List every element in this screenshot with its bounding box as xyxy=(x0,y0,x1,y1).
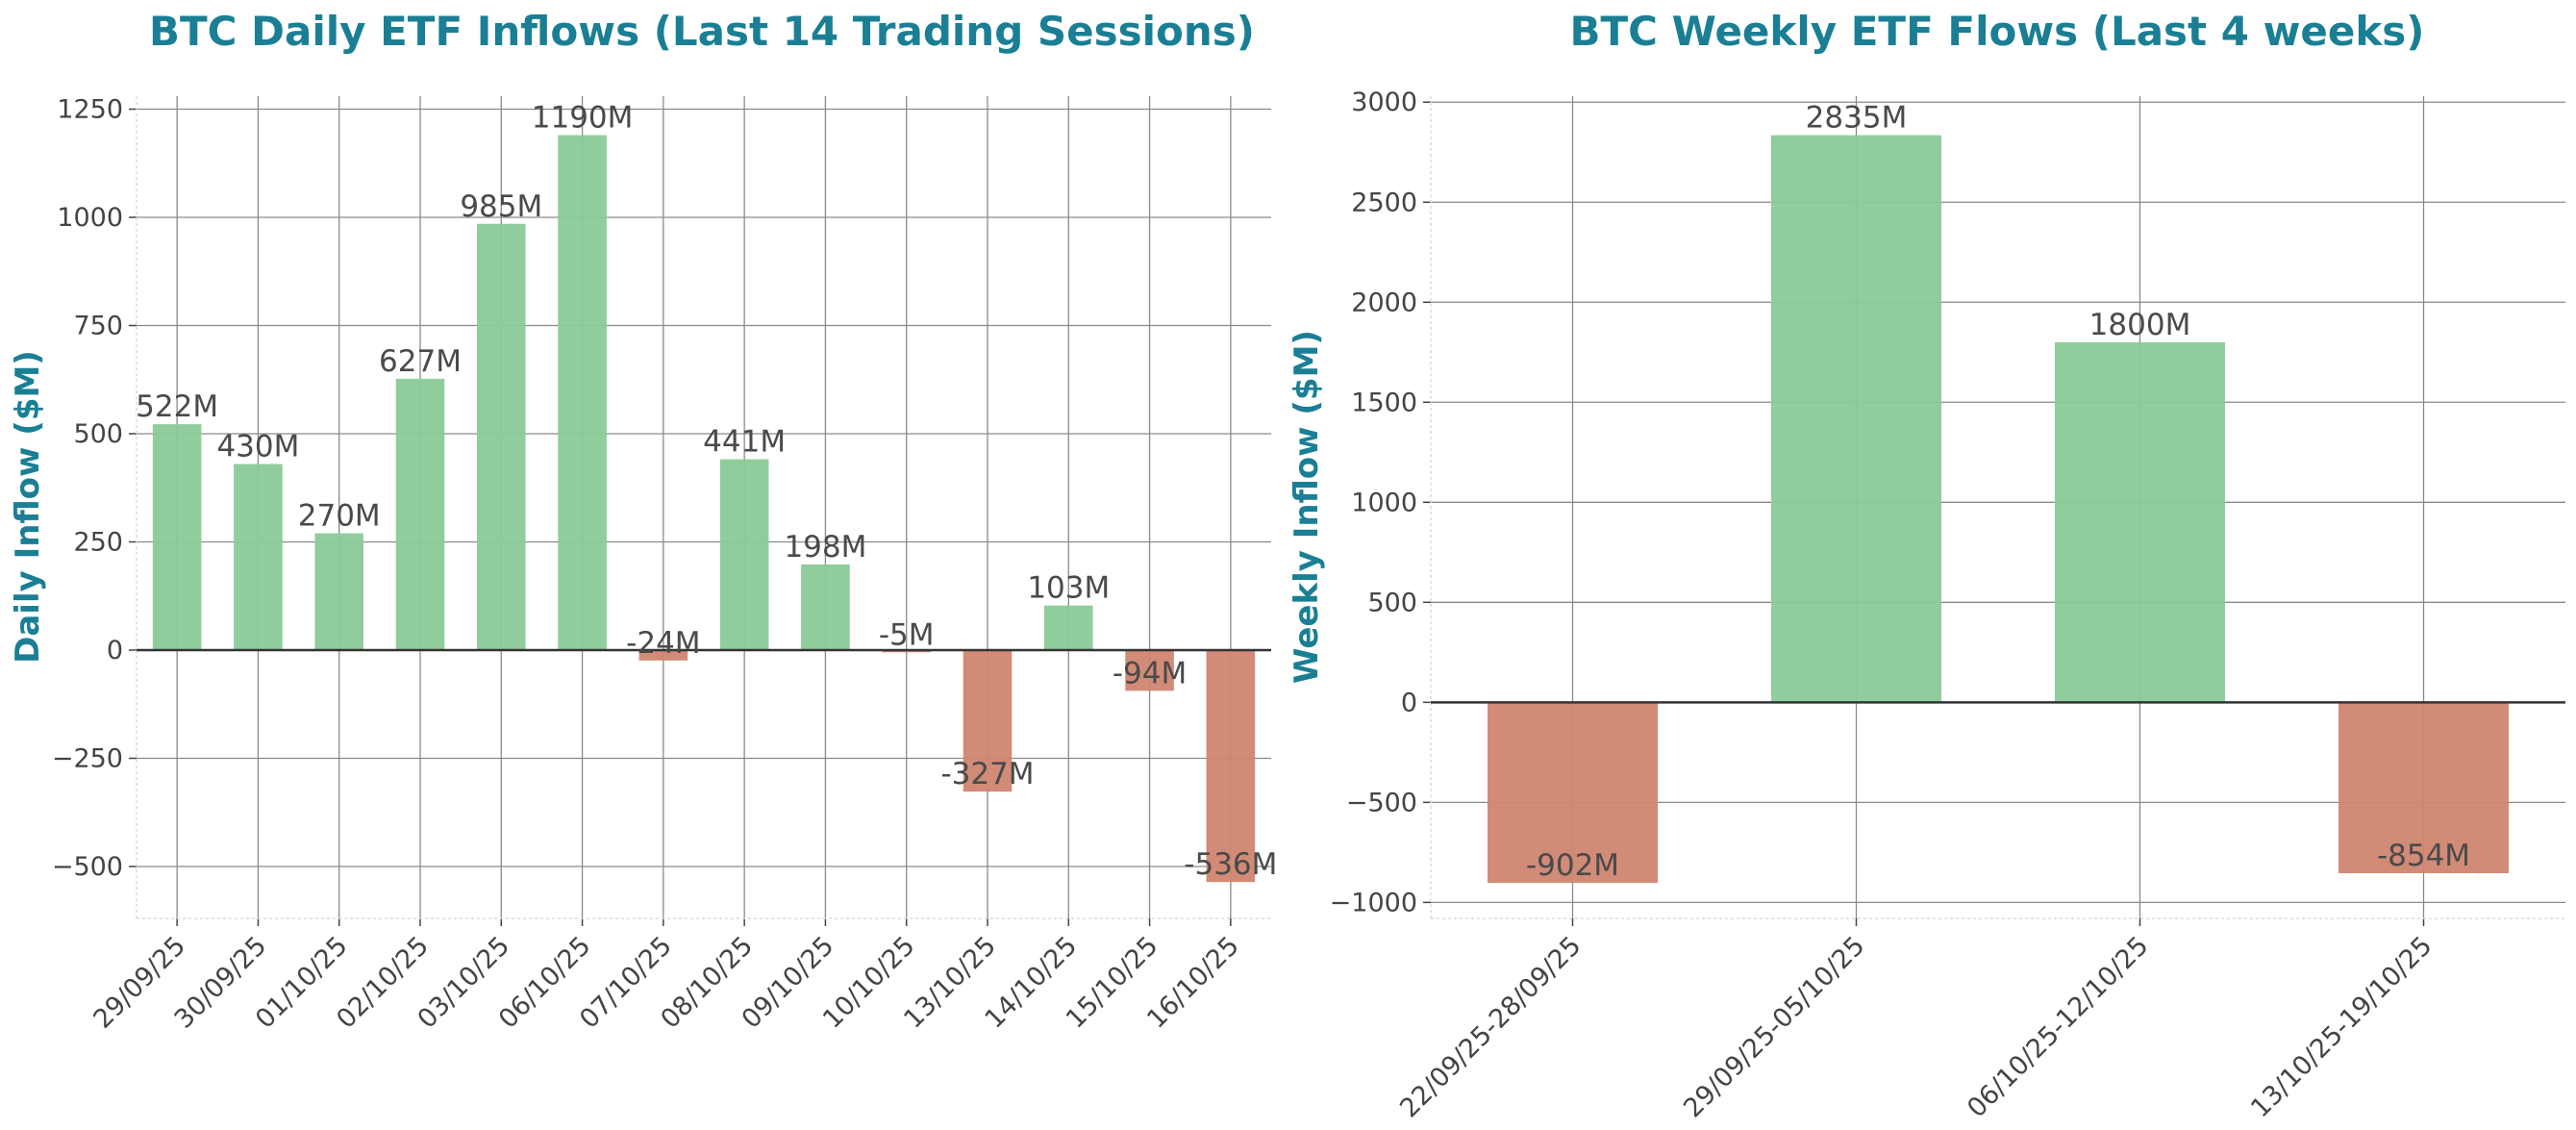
daily-bar xyxy=(719,459,769,650)
daily-bar xyxy=(152,424,202,650)
weekly-y-tick-label: −1000 xyxy=(1330,888,1417,917)
daily-bar-value-label: -5M xyxy=(879,617,935,652)
daily-bar-value-label: -536M xyxy=(1184,847,1277,882)
daily-bar xyxy=(234,464,283,650)
weekly-y-tick-label: −500 xyxy=(1346,788,1417,817)
weekly-y-tick-label: 2500 xyxy=(1351,188,1417,217)
weekly-chart-y-axis-label: Weekly Inflow ($M) xyxy=(1288,330,1326,684)
daily-bar-value-label: 270M xyxy=(298,499,381,534)
daily-bar xyxy=(1206,650,1256,883)
weekly-bar xyxy=(2055,341,2225,703)
weekly-flow-chart: BTC Weekly ETF Flows (Last 4 weeks) Week… xyxy=(1288,8,2565,1123)
daily-bar xyxy=(477,223,526,650)
daily-y-tick-label: 500 xyxy=(73,419,123,449)
weekly-chart-title: BTC Weekly ETF Flows (Last 4 weeks) xyxy=(1570,8,2425,55)
daily-y-tick-label: −250 xyxy=(52,744,123,774)
daily-bar xyxy=(1125,650,1174,691)
daily-y-tick-label: 250 xyxy=(73,528,123,558)
daily-bar xyxy=(801,564,850,650)
weekly-y-tick-label: 3000 xyxy=(1351,88,1417,117)
weekly-y-tick-label: 2000 xyxy=(1351,288,1417,317)
weekly-x-tick-label: 29/09/25-05/10/25 xyxy=(1678,931,1870,1123)
daily-y-tick-label: 0 xyxy=(107,636,123,665)
daily-bar xyxy=(638,650,688,661)
weekly-bar xyxy=(2338,702,2509,873)
weekly-x-tick-label: 06/10/25-12/10/25 xyxy=(1962,931,2154,1123)
weekly-bar-value-label: -902M xyxy=(1526,848,1619,883)
daily-bar xyxy=(1044,605,1093,650)
daily-bar-value-label: 103M xyxy=(1027,571,1110,606)
daily-y-tick-label: 750 xyxy=(73,312,123,341)
daily-bar-value-label: -24M xyxy=(626,626,700,661)
weekly-y-tick-label: 500 xyxy=(1367,588,1417,617)
weekly-y-tick-label: 1000 xyxy=(1351,488,1417,517)
weekly-bar-value-label: 2835M xyxy=(1806,101,1908,136)
daily-bar xyxy=(314,533,363,650)
daily-bar-value-label: 985M xyxy=(460,189,542,224)
weekly-y-tick-label: 1500 xyxy=(1351,388,1417,417)
daily-inflow-chart: BTC Daily ETF Inflows (Last 14 Trading S… xyxy=(9,8,1277,1035)
daily-bar-value-label: 522M xyxy=(136,389,218,424)
daily-bar-value-label: 430M xyxy=(216,430,299,465)
weekly-y-tick-label: 0 xyxy=(1401,688,1417,717)
daily-bar-value-label: -94M xyxy=(1113,656,1187,691)
daily-bar-value-label: 627M xyxy=(379,344,462,379)
daily-bar-value-label: 441M xyxy=(703,425,786,460)
daily-y-tick-label: 1000 xyxy=(57,203,123,233)
daily-bar xyxy=(395,378,445,650)
daily-bar xyxy=(558,135,607,650)
daily-bar-value-label: 1190M xyxy=(532,101,634,136)
weekly-bar-value-label: -854M xyxy=(2377,839,2470,873)
weekly-bar xyxy=(1488,702,1658,883)
daily-y-tick-label: 1250 xyxy=(57,95,123,125)
daily-chart-y-axis-label: Daily Inflow ($M) xyxy=(9,350,47,664)
daily-y-tick-label: −500 xyxy=(52,852,123,882)
weekly-bar-value-label: 1800M xyxy=(2089,308,2191,342)
daily-bar-value-label: -327M xyxy=(940,757,1034,791)
daily-bar xyxy=(963,650,1013,792)
weekly-bar xyxy=(1771,135,1941,703)
daily-chart-title: BTC Daily ETF Inflows (Last 14 Trading S… xyxy=(149,8,1255,55)
weekly-x-tick-label: 22/09/25-28/09/25 xyxy=(1394,931,1587,1123)
weekly-x-tick-label: 13/10/25-19/10/25 xyxy=(2245,931,2438,1123)
daily-bar-value-label: 198M xyxy=(784,530,866,565)
